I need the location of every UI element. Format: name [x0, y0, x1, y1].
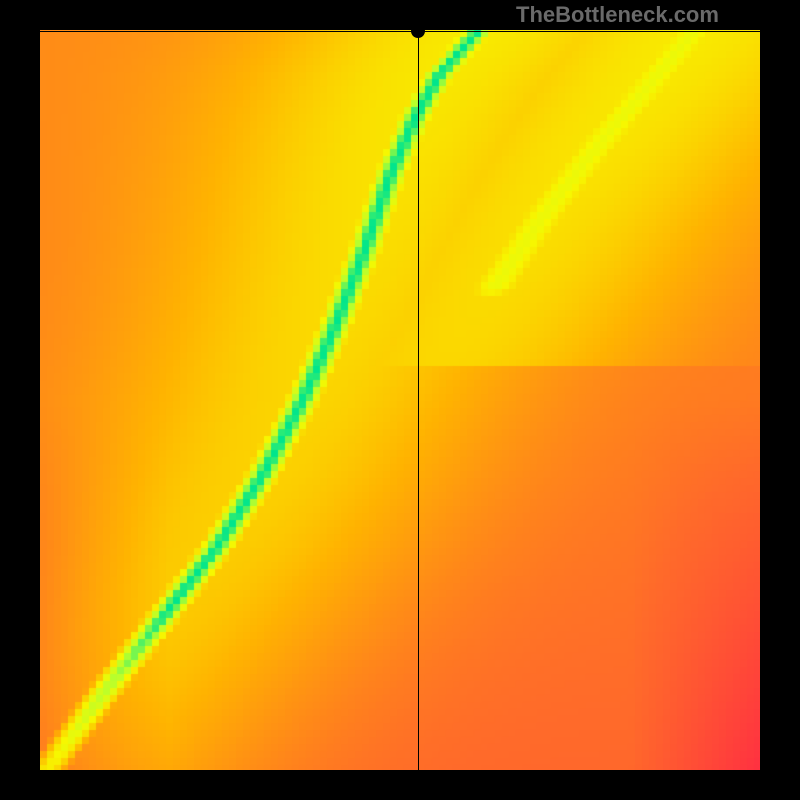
stage: TheBottleneck.com — [0, 0, 800, 800]
watermark-text: TheBottleneck.com — [516, 2, 719, 28]
crosshair-horizontal — [40, 31, 760, 32]
bottleneck-heatmap — [40, 30, 760, 770]
crosshair-vertical — [418, 30, 419, 770]
selection-marker-dot — [411, 24, 425, 38]
